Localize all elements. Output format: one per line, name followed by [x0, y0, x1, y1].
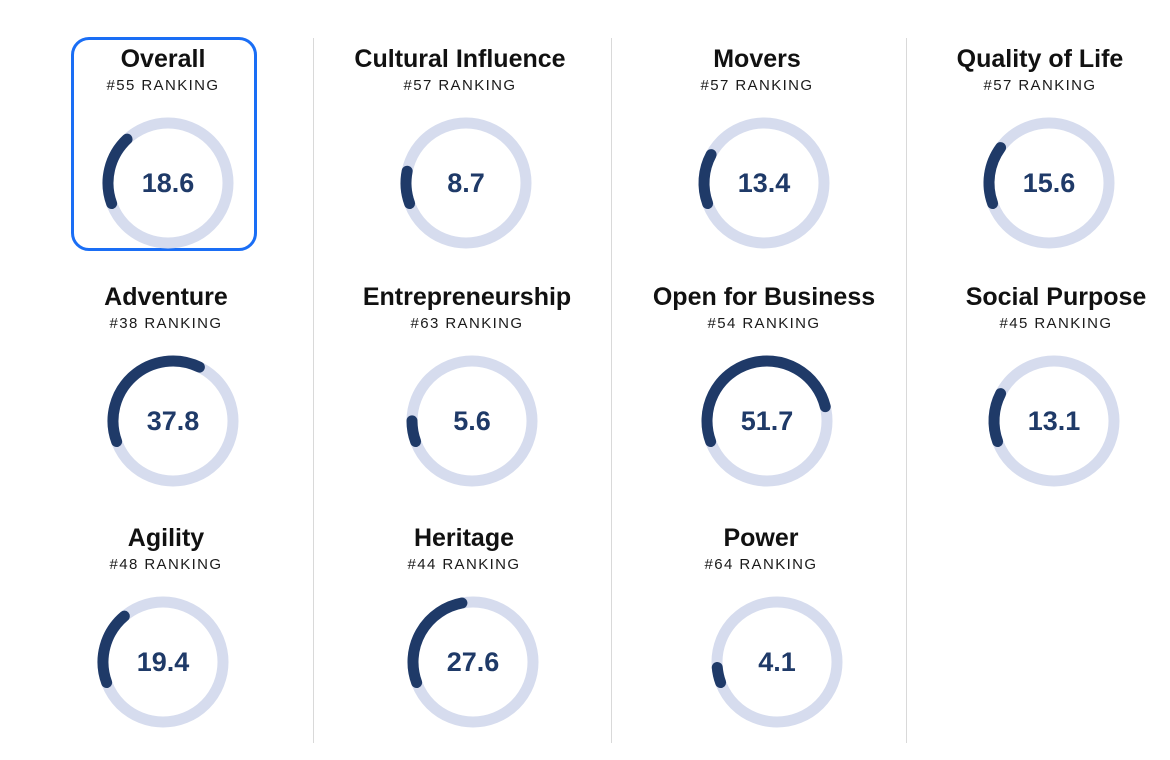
metric-score: 27.6	[446, 646, 500, 677]
metric-ranking: #64 RANKING	[704, 556, 818, 573]
metric-ranking: #57 RANKING	[700, 77, 814, 94]
metric-card-entrepreneurship[interactable]: Entrepreneurship #63 RANKING 5.6	[337, 282, 597, 489]
metric-card-overall[interactable]: Overall #55 RANKING 18.6	[63, 44, 263, 251]
metric-title: Heritage	[413, 524, 515, 552]
metric-card-quality-of-life[interactable]: Quality of Life #57 RANKING 15.6	[930, 44, 1150, 251]
column-divider-3	[906, 38, 907, 743]
metric-title: Overall	[120, 45, 206, 73]
metric-title: Open for Business	[652, 283, 876, 311]
metric-score: 15.6	[1022, 167, 1076, 198]
metric-score: 13.4	[737, 167, 791, 198]
metric-card-movers[interactable]: Movers #57 RANKING 13.4	[657, 44, 857, 251]
gauge-arc	[400, 165, 416, 210]
metric-score: 51.7	[740, 405, 794, 436]
gauge-arc	[407, 597, 468, 689]
metric-ranking: #48 RANKING	[109, 556, 223, 573]
gauge-arc	[711, 661, 727, 689]
metric-score: 19.4	[136, 646, 190, 677]
metric-title: Movers	[713, 45, 801, 73]
score-gauge: 5.6	[404, 353, 540, 489]
metric-title: Quality of Life	[956, 45, 1124, 73]
score-gauge: 15.6	[981, 115, 1117, 251]
metric-card-agility[interactable]: Agility #48 RANKING 19.4	[66, 523, 266, 730]
metric-card-adventure[interactable]: Adventure #38 RANKING 37.8	[66, 282, 266, 489]
metric-score: 4.1	[758, 646, 796, 677]
metric-title: Power	[723, 524, 799, 552]
column-divider-1	[313, 38, 314, 743]
metric-title: Entrepreneurship	[362, 283, 572, 311]
gauge-arc	[107, 355, 205, 448]
score-gauge: 8.7	[398, 115, 534, 251]
metric-card-open-for-business[interactable]: Open for Business #54 RANKING 51.7	[634, 282, 894, 489]
metric-score: 37.8	[146, 405, 200, 436]
gauge-arc	[988, 388, 1007, 448]
metric-score: 13.1	[1027, 405, 1081, 436]
score-gauge: 19.4	[95, 594, 231, 730]
metric-card-heritage[interactable]: Heritage #44 RANKING 27.6	[364, 523, 564, 730]
score-gauge: 4.1	[709, 594, 845, 730]
score-gauge: 13.1	[986, 353, 1122, 489]
gauge-arc	[97, 610, 130, 689]
metric-ranking: #57 RANKING	[983, 77, 1097, 94]
metric-ranking: #38 RANKING	[109, 315, 223, 332]
selected-metric-highlight	[71, 37, 257, 251]
gauge-arc	[102, 133, 133, 210]
metric-ranking: #54 RANKING	[707, 315, 821, 332]
metric-score: 8.7	[447, 167, 485, 198]
metric-ranking: #55 RANKING	[106, 77, 220, 94]
metric-ranking: #57 RANKING	[403, 77, 517, 94]
score-gauge: 13.4	[696, 115, 832, 251]
score-gauge: 27.6	[405, 594, 541, 730]
metric-ranking: #44 RANKING	[407, 556, 521, 573]
column-divider-2	[611, 38, 612, 743]
gauge-arc	[983, 142, 1007, 210]
metric-card-cultural-influence[interactable]: Cultural Influence #57 RANKING 8.7	[330, 44, 590, 251]
metric-title: Adventure	[104, 283, 228, 311]
gauge-arc	[698, 149, 717, 210]
score-gauge: 18.6	[100, 115, 236, 251]
metric-card-power[interactable]: Power #64 RANKING 4.1	[661, 523, 861, 730]
metric-card-social-purpose[interactable]: Social Purpose #45 RANKING 13.1	[956, 282, 1156, 489]
metric-title: Social Purpose	[965, 283, 1147, 311]
metric-ranking: #63 RANKING	[410, 315, 524, 332]
metric-title: Agility	[127, 524, 205, 552]
metric-score: 5.6	[453, 405, 491, 436]
score-gauge: 37.8	[105, 353, 241, 489]
metric-ranking: #45 RANKING	[999, 315, 1113, 332]
metric-title: Cultural Influence	[354, 45, 566, 73]
score-gauge: 51.7	[699, 353, 835, 489]
gauge-arc	[406, 415, 422, 448]
gauge-arc	[701, 355, 831, 448]
metric-score: 18.6	[141, 167, 195, 198]
